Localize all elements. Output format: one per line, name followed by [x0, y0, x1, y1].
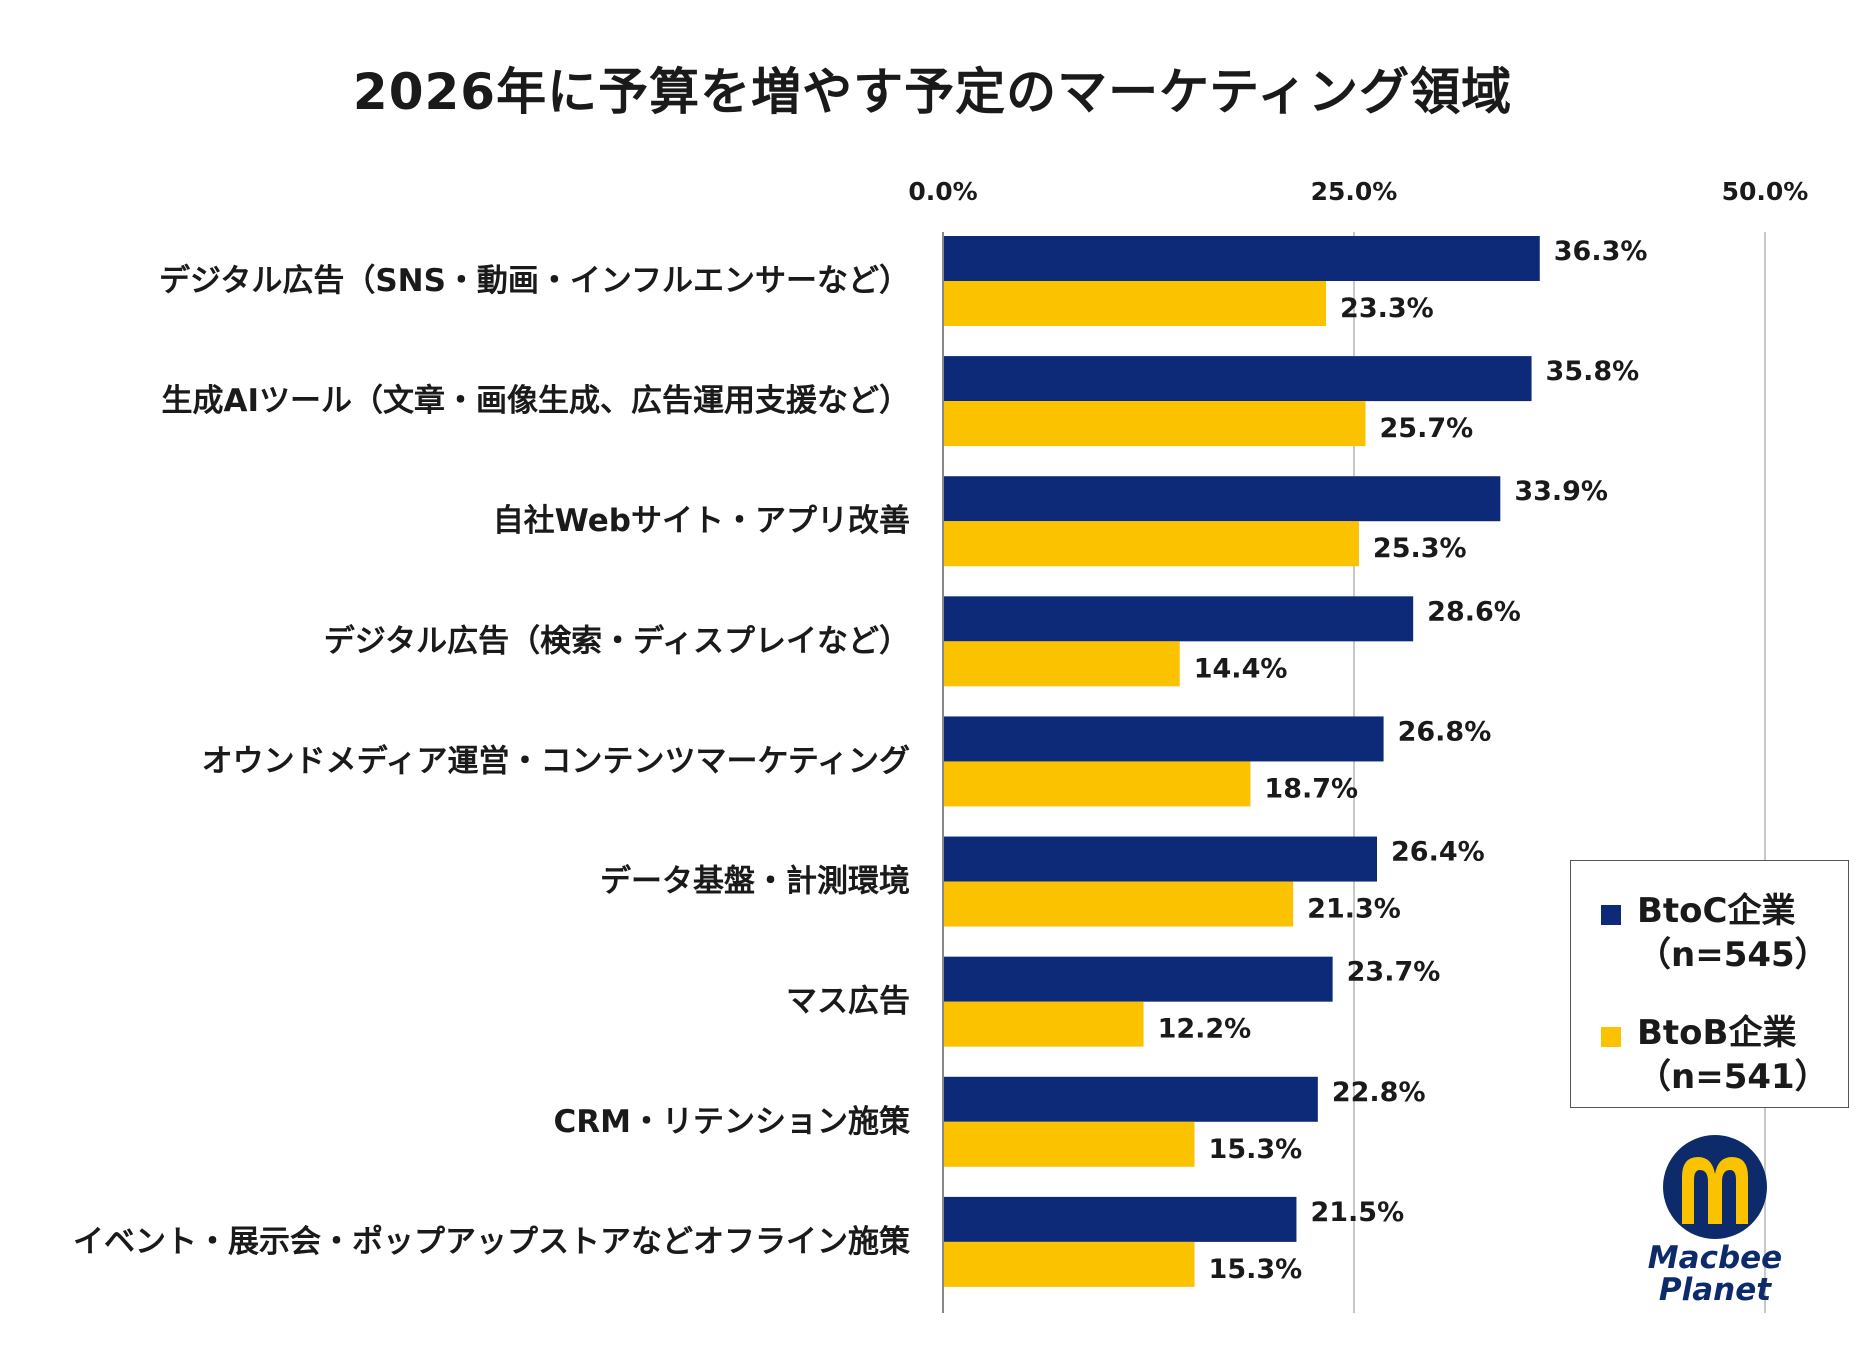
- value-label-btoc: 26.4%: [1391, 837, 1485, 868]
- value-label-btoc: 23.7%: [1347, 957, 1441, 988]
- bar-btoc: [943, 836, 1378, 882]
- value-label-btob: 14.4%: [1194, 653, 1288, 684]
- category-label: デジタル広告（SNS・動画・インフルエンサーなど）: [159, 263, 910, 299]
- logo-text: Macbee Planet: [1640, 1242, 1790, 1306]
- bar-btoc: [943, 1196, 1297, 1242]
- legend-label-btob: BtoB企業 （n=541）: [1637, 1013, 1829, 1097]
- category-label: イベント・展示会・ポップアップストアなどオフライン施策: [73, 1224, 910, 1260]
- bar-btoc: [943, 1076, 1318, 1122]
- logo-mark-icon: [1663, 1135, 1767, 1239]
- bar-btoc: [943, 716, 1384, 762]
- value-label-btoc: 36.3%: [1554, 236, 1648, 267]
- value-label-btoc: 21.5%: [1310, 1197, 1404, 1228]
- logo-text-line2: Planet: [1658, 1272, 1772, 1308]
- bar-btob: [943, 1241, 1195, 1287]
- value-label-btob: 18.7%: [1264, 773, 1358, 804]
- legend-swatch-btob: [1601, 1027, 1621, 1047]
- x-tick-label: 50.0%: [1722, 177, 1809, 206]
- bar-btob: [943, 881, 1294, 927]
- x-tick-label: 25.0%: [1311, 177, 1398, 206]
- category-label: デジタル広告（検索・ディスプレイなど）: [324, 623, 910, 659]
- value-label-btoc: 26.8%: [1398, 716, 1492, 747]
- value-label-btob: 12.2%: [1158, 1014, 1252, 1045]
- legend-swatch-btoc: [1601, 905, 1621, 925]
- legend-label-btoc: BtoC企業 （n=545）: [1637, 891, 1829, 975]
- value-label-btoc: 33.9%: [1514, 476, 1608, 507]
- value-label-btoc: 35.8%: [1546, 356, 1640, 387]
- bar-btob: [943, 1001, 1144, 1047]
- bar-btoc: [943, 956, 1333, 1002]
- bar-btoc: [943, 236, 1540, 281]
- value-label-btob: 23.3%: [1340, 293, 1434, 324]
- value-label-btob: 15.3%: [1209, 1254, 1303, 1285]
- x-tick-label: 0.0%: [908, 177, 977, 206]
- bar-btoc: [943, 356, 1532, 402]
- bar-btob: [943, 641, 1180, 687]
- category-label: 生成AIツール（文章・画像生成、広告運用支援など）: [161, 383, 910, 419]
- category-label: マス広告: [786, 984, 910, 1020]
- bar-btob: [943, 761, 1251, 807]
- category-label: 自社Webサイト・アプリ改善: [493, 503, 910, 539]
- category-label: CRM・リテンション施策: [554, 1104, 910, 1140]
- chart-title: 2026年に予算を増やす予定のマーケティング領域: [352, 63, 1513, 121]
- value-label-btoc: 22.8%: [1332, 1077, 1426, 1108]
- legend: BtoC企業 （n=545） BtoB企業 （n=541）: [1570, 860, 1849, 1108]
- value-label-btob: 21.3%: [1307, 894, 1401, 925]
- bar-btob: [943, 521, 1359, 567]
- bar-btoc: [943, 476, 1501, 522]
- macbee-planet-logo: Macbee Planet: [1640, 1132, 1790, 1312]
- category-label: オウンドメディア運営・コンテンツマーケティング: [202, 743, 910, 779]
- value-label-btob: 15.3%: [1209, 1134, 1303, 1165]
- value-label-btob: 25.7%: [1380, 413, 1474, 444]
- bar-btoc: [943, 596, 1414, 642]
- value-label-btob: 25.3%: [1373, 533, 1467, 564]
- category-label: データ基盤・計測環境: [600, 864, 910, 900]
- bar-btob: [943, 1121, 1195, 1167]
- bar-btob: [943, 401, 1366, 447]
- bar-btob: [943, 281, 1327, 326]
- value-label-btoc: 28.6%: [1427, 596, 1521, 627]
- logo-text-line1: Macbee: [1647, 1240, 1783, 1276]
